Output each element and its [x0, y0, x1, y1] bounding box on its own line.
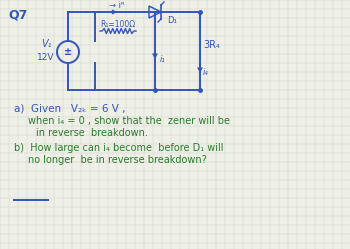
Text: when i₄ = 0 , show that the  zener will be: when i₄ = 0 , show that the zener will b…	[28, 116, 230, 126]
Text: i₁: i₁	[160, 55, 166, 63]
Text: D₁: D₁	[167, 15, 177, 24]
Text: V₁: V₁	[41, 39, 51, 49]
Text: 3R₄: 3R₄	[203, 40, 220, 50]
Text: Q7: Q7	[8, 8, 27, 21]
Text: ±: ±	[64, 47, 72, 57]
Text: R₁=100Ω: R₁=100Ω	[100, 19, 135, 28]
Text: → iᴿ: → iᴿ	[109, 0, 125, 9]
Text: a)  Given   V₂ₖ = 6 V ,: a) Given V₂ₖ = 6 V ,	[14, 103, 126, 113]
Text: i₄: i₄	[203, 67, 209, 76]
Text: b)  How large can i₄ become  before D₁ will: b) How large can i₄ become before D₁ wil…	[14, 143, 224, 153]
Text: in reverse  breakdown.: in reverse breakdown.	[36, 128, 148, 138]
Text: 12V: 12V	[37, 53, 55, 62]
Text: no longer  be in reverse breakdown?: no longer be in reverse breakdown?	[28, 155, 207, 165]
